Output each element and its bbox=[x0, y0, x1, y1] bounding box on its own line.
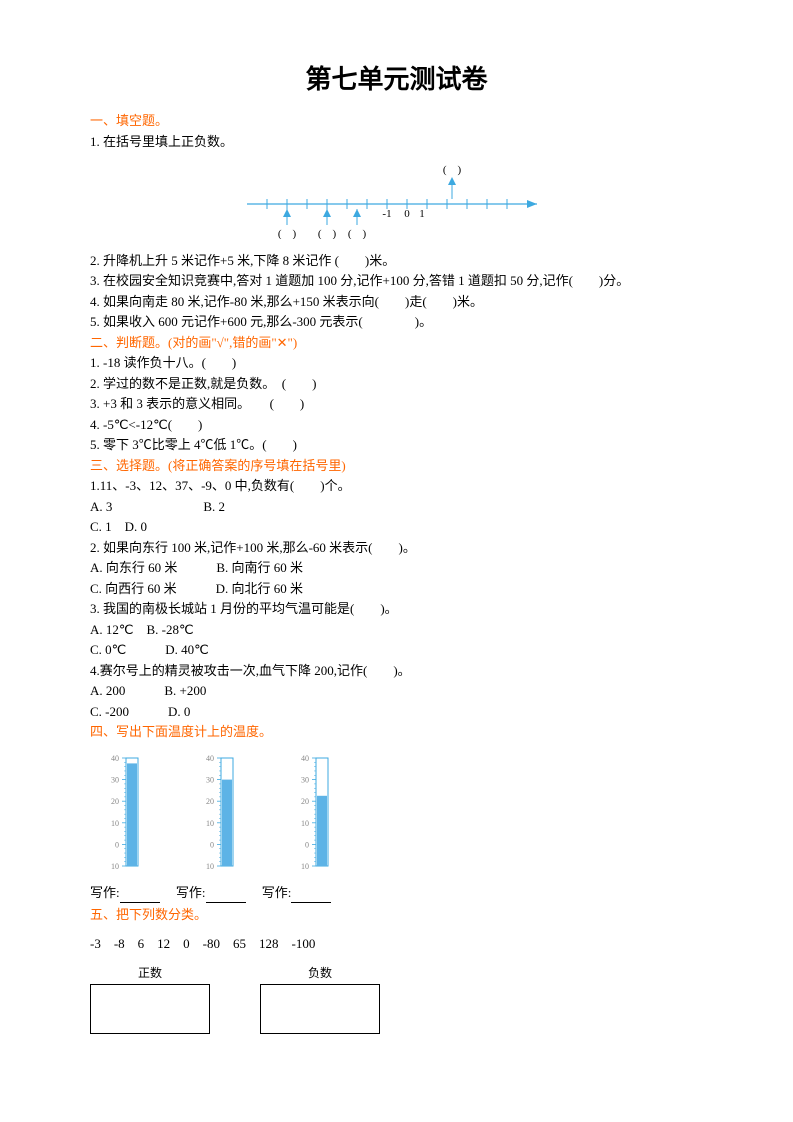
q2-3: 3. +3 和 3 表示的意义相同。 ( ) bbox=[90, 394, 703, 414]
svg-text:( ): ( ) bbox=[277, 228, 296, 239]
thermometer-row: 40 30 20 10 0 10 40 30 20 10 0 10 40 30 20 10 0 10 bbox=[90, 752, 703, 878]
section-1-header: 一、填空题。 bbox=[90, 111, 703, 131]
q2-2: 2. 学过的数不是正数,就是负数。 ( ) bbox=[90, 374, 703, 394]
q1-5: 5. 如果收入 600 元记作+600 元,那么-300 元表示( )。 bbox=[90, 312, 703, 332]
page-title: 第七单元测试卷 bbox=[90, 60, 703, 99]
q3-1: 1.11、-3、12、37、-9、0 中,负数有( )个。 bbox=[90, 476, 703, 496]
svg-text:0: 0 bbox=[115, 840, 119, 849]
q3-2: 2. 如果向东行 100 米,记作+100 米,那么-60 米表示( )。 bbox=[90, 538, 703, 558]
svg-text:30: 30 bbox=[301, 775, 309, 784]
q1-3: 3. 在校园安全知识竞赛中,答对 1 道题加 100 分,记作+100 分,答错… bbox=[90, 271, 703, 291]
svg-text:10: 10 bbox=[111, 862, 119, 871]
q3-1b: C. 1 D. 0 bbox=[90, 517, 703, 537]
thermometer-3: 40 30 20 10 0 10 bbox=[280, 752, 335, 878]
svg-text:10: 10 bbox=[301, 862, 309, 871]
svg-text:20: 20 bbox=[301, 797, 309, 806]
positive-box: 正数 bbox=[90, 964, 210, 1034]
svg-text:0: 0 bbox=[404, 208, 410, 220]
svg-text:( ): ( ) bbox=[347, 228, 366, 239]
svg-text:40: 40 bbox=[206, 754, 214, 763]
q3-4b: C. -200 D. 0 bbox=[90, 702, 703, 722]
q3-2b: C. 向西行 60 米 D. 向北行 60 米 bbox=[90, 579, 703, 599]
svg-text:40: 40 bbox=[301, 754, 309, 763]
q3-1a: A. 3 B. 2 bbox=[90, 497, 703, 517]
q3-3b: C. 0℃ D. 40℃ bbox=[90, 640, 703, 660]
q3-2a: A. 向东行 60 米 B. 向南行 60 米 bbox=[90, 558, 703, 578]
svg-text:0: 0 bbox=[210, 840, 214, 849]
negative-label: 负数 bbox=[260, 964, 380, 982]
classify-boxes: 正数 负数 bbox=[90, 964, 703, 1034]
negative-box: 负数 bbox=[260, 964, 380, 1034]
svg-text:30: 30 bbox=[206, 775, 214, 784]
q1-4: 4. 如果向南走 80 米,记作-80 米,那么+150 米表示向( )走( )… bbox=[90, 292, 703, 312]
thermometer-2: 40 30 20 10 0 10 bbox=[185, 752, 240, 878]
svg-text:30: 30 bbox=[111, 775, 119, 784]
svg-text:0: 0 bbox=[305, 840, 309, 849]
svg-text:40: 40 bbox=[111, 754, 119, 763]
q3-3: 3. 我国的南极长城站 1 月份的平均气温可能是( )。 bbox=[90, 599, 703, 619]
svg-text:-1: -1 bbox=[382, 208, 391, 220]
section-5-header: 五、把下列数分类。 bbox=[90, 905, 703, 925]
q1-2: 2. 升降机上升 5 米记作+5 米,下降 8 米记作 ( )米。 bbox=[90, 251, 703, 271]
section-4-header: 四、写出下面温度计上的温度。 bbox=[90, 722, 703, 742]
svg-text:10: 10 bbox=[111, 818, 119, 827]
svg-text:1: 1 bbox=[419, 208, 425, 220]
q2-4: 4. -5℃<-12℃( ) bbox=[90, 415, 703, 435]
section-2-header: 二、判断题。(对的画"√",错的画"✕") bbox=[90, 333, 703, 353]
thermometer-1: 40 30 20 10 0 10 bbox=[90, 752, 145, 878]
svg-text:20: 20 bbox=[206, 797, 214, 806]
svg-text:20: 20 bbox=[111, 797, 119, 806]
section-3-header: 三、选择题。(将正确答案的序号填在括号里) bbox=[90, 456, 703, 476]
svg-text:10: 10 bbox=[206, 818, 214, 827]
number-line-diagram: ( ) ( ) ( ) ( ) -1 0 1 bbox=[90, 159, 703, 245]
svg-text:10: 10 bbox=[301, 818, 309, 827]
q5-numbers: -3 -8 6 12 0 -80 65 128 -100 bbox=[90, 934, 703, 954]
svg-text:( ): ( ) bbox=[442, 164, 461, 176]
svg-text:10: 10 bbox=[206, 862, 214, 871]
q3-3a: A. 12℃ B. -28℃ bbox=[90, 620, 703, 640]
q3-4: 4.赛尔号上的精灵被攻击一次,血气下降 200,记作( )。 bbox=[90, 661, 703, 681]
svg-text:( ): ( ) bbox=[317, 228, 336, 239]
q2-1: 1. -18 读作负十八。( ) bbox=[90, 353, 703, 373]
positive-label: 正数 bbox=[90, 964, 210, 982]
q2-5: 5. 零下 3℃比零上 4℃低 1℃。( ) bbox=[90, 435, 703, 455]
write-row: 写作: 写作: 写作: bbox=[90, 883, 703, 903]
q1-1: 1. 在括号里填上正负数。 bbox=[90, 132, 703, 152]
q3-4a: A. 200 B. +200 bbox=[90, 681, 703, 701]
